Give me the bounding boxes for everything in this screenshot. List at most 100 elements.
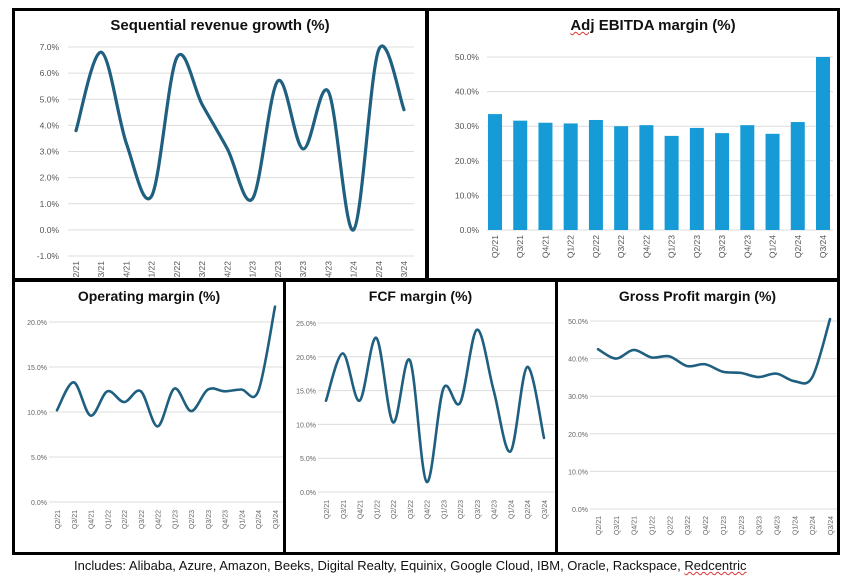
x-tick-label: Q4/21 <box>89 510 96 529</box>
bar <box>614 126 629 230</box>
x-tick-label: Q4/21 <box>121 261 131 278</box>
x-tick-label: Q3/22 <box>616 235 626 258</box>
y-tick-label: 20.0% <box>568 432 588 439</box>
x-tick-label: Q4/22 <box>156 510 163 529</box>
operating-margin-chart: 0.0% 5.0% 10.0% 15.0% 20.0% Q2/21 Q3/21 Q4/21 Q1… <box>12 279 286 555</box>
x-tick-label: Q2/23 <box>692 235 702 258</box>
chart-svg: 0.0% 5.0% 10.0% 15.0% 20.0% Q2/21 Q3/21 Q4/21 Q1… <box>27 305 283 529</box>
x-tick-label: Q1/23 <box>248 261 258 278</box>
y-tick-label: 30.0% <box>568 394 588 401</box>
bar <box>538 122 553 230</box>
y-tick-label: 1.0% <box>40 199 60 209</box>
y-tick-label: -1.0% <box>37 251 60 261</box>
bar <box>513 120 528 230</box>
x-tick-label: Q2/22 <box>591 235 601 258</box>
x-tick-label: Q4/21 <box>632 516 639 535</box>
bar <box>588 119 603 230</box>
x-tick-label: Q4/22 <box>703 516 710 535</box>
y-tick-label: 5.0% <box>40 94 60 104</box>
y-tick-label: 10.0% <box>27 410 47 417</box>
x-tick-label: Q3/23 <box>757 516 764 535</box>
x-tick-label: Q4/23 <box>742 235 752 258</box>
x-tick-label: Q3/21 <box>515 235 525 258</box>
y-tick-label: 20.0% <box>296 355 316 362</box>
x-tick-label: Q4/22 <box>425 500 432 519</box>
bar <box>639 125 654 230</box>
x-tick-label: Q4/22 <box>222 261 232 278</box>
bar <box>689 127 704 230</box>
x-tick-label: Q1/23 <box>721 516 728 535</box>
companies-caption: Includes: Alibaba, Azure, Amazon, Beeks,… <box>74 558 746 573</box>
y-tick-label: 20.0% <box>455 156 480 166</box>
x-tick-label: Q2/22 <box>667 516 674 535</box>
series-line <box>324 328 546 484</box>
x-tick-label: Q2/21 <box>71 261 81 278</box>
x-tick-label: Q3/21 <box>341 500 348 519</box>
bar <box>488 114 502 230</box>
x-tick-label: Q3/23 <box>717 235 727 258</box>
x-tick-label: Q2/22 <box>122 510 129 529</box>
sequential-revenue-growth-chart: -1.0% 0.0% 1.0% 2.0% 3.0% 4.0% 5.0% 6.0% 7.0% Q2/… <box>12 8 428 281</box>
chart-title: Sequential revenue growth (%) <box>110 17 330 34</box>
bar <box>715 133 730 230</box>
x-tick-label: Q4/23 <box>774 516 781 535</box>
gross-profit-margin-chart: 0.0% 10.0% 20.0% 30.0% 40.0% 50.0% Q2/21 Q3/21 Q… <box>555 279 840 555</box>
fcf-margin-chart: 0.0% 5.0% 10.0% 15.0% 20.0% 25.0% Q2/21 Q3/21 Q4… <box>283 279 558 555</box>
bar <box>765 133 780 230</box>
x-tick-label: Q4/22 <box>641 235 651 258</box>
y-tick-label: 40.0% <box>568 357 588 364</box>
x-tick-label: Q1/24 <box>349 261 359 278</box>
y-tick-label: 3.0% <box>40 147 60 157</box>
y-tick-label: 2.0% <box>40 173 60 183</box>
x-tick-label: Q2/24 <box>793 235 803 258</box>
x-tick-label: Q3/22 <box>197 261 207 278</box>
x-tick-label: Q4/21 <box>358 500 365 519</box>
bar <box>740 125 755 230</box>
x-tick-label: Q1/22 <box>105 510 112 529</box>
x-tick-label: Q1/24 <box>239 510 246 529</box>
x-tick-label: Q2/24 <box>810 516 817 535</box>
x-tick-label: Q2/22 <box>391 500 398 519</box>
x-tick-label: Q1/24 <box>792 516 799 535</box>
caption-text: Includes: Alibaba, Azure, Amazon, Beeks,… <box>74 558 685 573</box>
x-tick-label: Q3/22 <box>408 500 415 519</box>
y-tick-label: 40.0% <box>455 87 480 97</box>
y-tick-label: 7.0% <box>40 42 60 52</box>
bar <box>816 57 830 230</box>
x-tick-label: Q2/21 <box>324 500 331 519</box>
y-tick-label: 50.0% <box>568 319 588 326</box>
x-tick-label: Q2/23 <box>458 500 465 519</box>
x-tick-label: Q3/24 <box>542 500 549 519</box>
y-tick-label: 6.0% <box>40 68 60 78</box>
x-tick-label: Q2/24 <box>374 261 384 278</box>
y-tick-label: 5.0% <box>300 456 316 463</box>
series-line <box>596 317 832 385</box>
x-tick-label: Q4/21 <box>540 235 550 258</box>
x-tick-label: Q1/23 <box>172 510 179 529</box>
x-tick-label: Q3/24 <box>828 516 835 535</box>
y-tick-label: 0.0% <box>460 225 480 235</box>
x-tick-label: Q2/21 <box>55 510 62 529</box>
y-tick-label: 10.0% <box>455 190 480 200</box>
x-tick-label: Q2/21 <box>490 235 500 258</box>
y-tick-label: 50.0% <box>455 52 480 62</box>
chart-title: Operating margin (%) <box>77 288 221 304</box>
x-tick-label: Q4/23 <box>323 261 333 278</box>
adj-ebitda-margin-chart: 0.0% 10.0% 20.0% 30.0% 40.0% 50.0% Q2/21 Q3/21 Q… <box>426 8 840 281</box>
x-tick-label: Q3/24 <box>273 510 280 529</box>
x-tick-label: Q3/24 <box>818 235 828 258</box>
x-tick-label: Q2/23 <box>273 261 283 278</box>
y-tick-label: 25.0% <box>296 321 316 328</box>
y-tick-label: 20.0% <box>27 320 47 327</box>
x-tick-label: Q1/22 <box>650 516 657 535</box>
x-tick-label: Q1/24 <box>768 235 778 258</box>
y-tick-label: 15.0% <box>27 365 47 372</box>
x-tick-label: Q1/23 <box>667 235 677 258</box>
x-tick-label: Q2/24 <box>525 500 532 519</box>
x-tick-label: Q3/22 <box>139 510 146 529</box>
x-tick-label: Q3/21 <box>614 516 621 535</box>
y-tick-label: 0.0% <box>300 490 316 497</box>
x-tick-label: Q3/21 <box>72 510 79 529</box>
y-tick-label: 30.0% <box>455 121 480 131</box>
x-tick-label: Q1/22 <box>566 235 576 258</box>
